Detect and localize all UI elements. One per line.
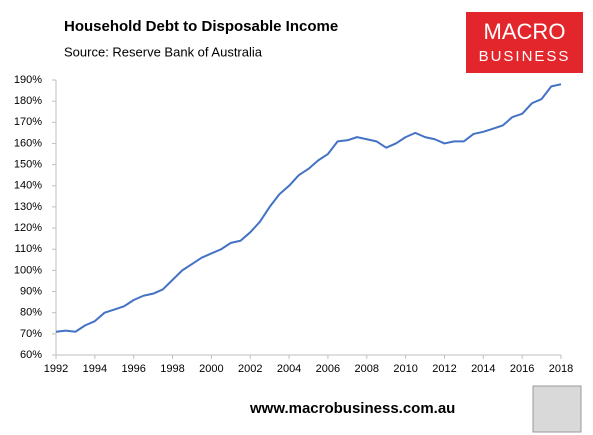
- x-tick-label: 2014: [471, 363, 495, 375]
- y-tick-label: 120%: [14, 222, 42, 234]
- y-tick-label: 70%: [20, 328, 42, 340]
- x-tick-label: 2012: [432, 363, 456, 375]
- y-tick-label: 160%: [14, 137, 42, 149]
- y-tick-label: 180%: [14, 95, 42, 107]
- logo-text: MACRO: [484, 19, 566, 44]
- footer-url: www.macrobusiness.com.au: [249, 400, 455, 417]
- logo-text: BUSINESS: [479, 48, 571, 65]
- y-tick-label: 140%: [14, 180, 42, 192]
- y-tick-label: 100%: [14, 264, 42, 276]
- chart-title: Household Debt to Disposable Income: [64, 18, 338, 35]
- x-tick-label: 2006: [316, 363, 340, 375]
- x-tick-label: 2008: [355, 363, 379, 375]
- y-tick-label: 110%: [15, 243, 43, 255]
- x-tick-label: 1996: [121, 363, 145, 375]
- y-tick-label: 80%: [20, 307, 42, 319]
- y-tick-label: 60%: [20, 349, 42, 361]
- x-tick-label: 1994: [83, 363, 107, 375]
- y-tick-label: 130%: [14, 201, 42, 213]
- y-tick-label: 170%: [14, 116, 42, 128]
- data-line: [55, 83, 562, 333]
- y-tick-label: 90%: [20, 285, 42, 297]
- x-tick-label: 1992: [44, 363, 68, 375]
- y-tick-label: 150%: [14, 159, 42, 171]
- x-tick-label: 2002: [238, 363, 262, 375]
- x-tick-label: 2018: [549, 363, 573, 375]
- x-tick-label: 1998: [160, 363, 184, 375]
- x-tick-label: 2016: [510, 363, 534, 375]
- logo-box: [466, 12, 583, 73]
- chart-subtitle: Source: Reserve Bank of Australia: [64, 44, 263, 59]
- wolf-icon: [532, 385, 582, 433]
- y-tick-label: 190%: [14, 74, 42, 86]
- x-tick-label: 2010: [393, 363, 417, 375]
- x-tick-label: 2000: [199, 363, 223, 375]
- x-tick-label: 2004: [277, 363, 301, 375]
